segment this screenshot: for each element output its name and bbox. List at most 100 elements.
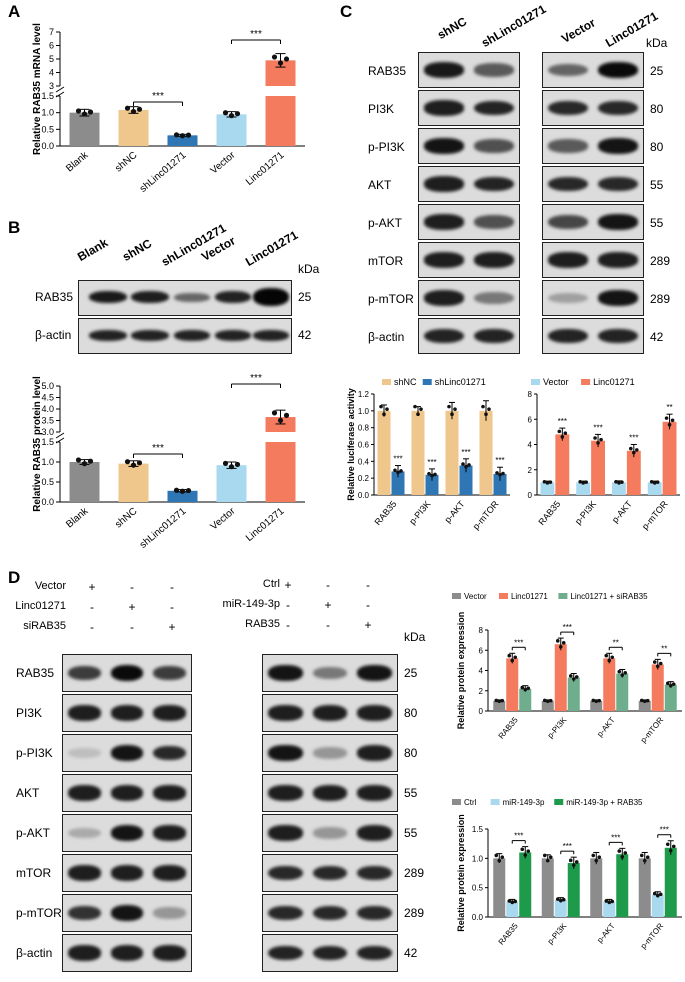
- data-point: [664, 416, 669, 420]
- x-tick-label: Blank: [64, 149, 91, 174]
- bar: [265, 442, 296, 502]
- data-point: [568, 674, 573, 678]
- data-point: [495, 471, 499, 475]
- band: [548, 100, 588, 116]
- band: [598, 176, 638, 192]
- condition-sign: +: [324, 598, 332, 612]
- data-point: [234, 461, 241, 468]
- band: [110, 945, 144, 961]
- panel-label-c: C: [340, 2, 353, 21]
- row-label: β-actin: [368, 330, 405, 344]
- data-point: [658, 661, 663, 666]
- data-point: [581, 481, 585, 485]
- condition-sign: -: [130, 620, 134, 634]
- bar: [651, 664, 664, 711]
- band: [424, 100, 464, 116]
- significance-label: ***: [563, 842, 572, 851]
- data-point: [584, 480, 588, 484]
- blot-strip-actin: [78, 318, 292, 354]
- data-point: [75, 108, 82, 114]
- x-tick-label: p-mTOR: [471, 498, 501, 531]
- kda-value: 25: [404, 666, 418, 680]
- bar: [216, 114, 247, 146]
- y-tick-label: 5.0: [41, 381, 54, 391]
- data-point: [635, 448, 639, 452]
- data-point: [484, 412, 488, 416]
- blot-strip-right: [542, 128, 644, 164]
- y-tick-label: 2: [528, 466, 533, 475]
- blot-strip-left: [62, 934, 192, 972]
- col-label-blank: Blank: [75, 235, 111, 264]
- bar: [612, 482, 626, 495]
- data-point: [494, 698, 499, 703]
- data-point: [173, 487, 180, 493]
- kda-value: 80: [404, 706, 418, 720]
- bar: [493, 858, 506, 917]
- x-tick-label: Vector: [209, 149, 238, 176]
- y-axis-label: Relative protein expression: [456, 814, 466, 932]
- condition-sign: -: [326, 618, 330, 632]
- significance-label: ***: [250, 373, 262, 384]
- data-point: [430, 473, 434, 478]
- y-tick-label: 3.5: [41, 416, 54, 426]
- y-tick-label: 4: [479, 667, 484, 676]
- y-tick-label: 1.5: [472, 825, 484, 834]
- data-point: [655, 893, 660, 898]
- data-point: [574, 675, 579, 679]
- kda-value: 289: [650, 292, 671, 306]
- chart-d-bottom: 0.0 0.5 1.0 1.5 Relative protein expression C…: [452, 798, 682, 951]
- x-tick-label: p-PI3K: [407, 499, 432, 527]
- data-point: [599, 437, 603, 442]
- x-tick-label: RAB35: [373, 499, 399, 527]
- kda-label-c: kDa: [646, 36, 668, 50]
- bar: [479, 410, 493, 495]
- data-point: [597, 698, 602, 703]
- significance-label: ***: [593, 423, 602, 432]
- data-point: [461, 462, 465, 466]
- x-tick-label: RAB35: [497, 715, 521, 741]
- band: [268, 785, 303, 801]
- data-point: [555, 897, 560, 901]
- x-tick-label: p-AKT: [595, 921, 617, 944]
- bar: [626, 450, 641, 495]
- data-point: [526, 686, 531, 691]
- data-point: [555, 639, 560, 643]
- data-point: [497, 858, 502, 863]
- data-point: [620, 673, 625, 677]
- data-point: [500, 855, 505, 859]
- data-point: [645, 698, 650, 703]
- condition-sign: -: [366, 578, 370, 592]
- kda-value: 55: [404, 786, 418, 800]
- significance-label: ***: [514, 638, 523, 647]
- blot-strip-left: [418, 166, 520, 202]
- row-label: PI3K: [368, 102, 395, 116]
- y-tick-label: 1.0: [358, 407, 370, 416]
- bar: [591, 440, 605, 495]
- row-label: p-mTOR: [16, 906, 62, 920]
- band: [548, 139, 588, 153]
- data-point: [591, 698, 596, 703]
- condition-label: Linc01271: [15, 600, 66, 612]
- data-point: [563, 431, 568, 435]
- legend-label: Ctrl: [464, 798, 477, 807]
- data-point: [130, 462, 137, 468]
- data-point: [136, 106, 143, 112]
- condition-sign: -: [170, 580, 174, 594]
- significance-label: ***: [393, 455, 402, 464]
- data-point: [671, 682, 676, 686]
- row-label: p-PI3K: [16, 746, 53, 760]
- condition-sign: -: [130, 580, 134, 594]
- row-label: AKT: [368, 178, 392, 192]
- bar: [541, 700, 554, 711]
- band: [424, 252, 464, 268]
- significance-label: ***: [660, 826, 669, 835]
- kda-label-d: kDa: [404, 630, 426, 644]
- chart-d-top: 0 2 4 6 8 Relative protein expression Vector Li…: [452, 592, 682, 745]
- x-tick-label: shLinc01271: [138, 506, 189, 551]
- y-axis-label: Relative RAB35 protein level: [32, 376, 43, 512]
- data-point: [558, 645, 563, 649]
- col-label-shnc-c: shNC: [435, 14, 470, 42]
- blot-strip-right: [542, 52, 644, 88]
- data-point: [179, 488, 186, 494]
- data-point: [571, 863, 576, 867]
